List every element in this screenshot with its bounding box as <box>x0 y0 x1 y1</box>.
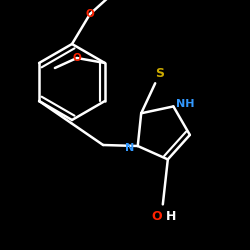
Text: O: O <box>72 53 81 63</box>
Text: H: H <box>166 210 176 223</box>
Text: N: N <box>125 143 134 153</box>
Text: O: O <box>152 210 162 223</box>
Text: S: S <box>155 67 164 80</box>
Text: O: O <box>86 9 94 19</box>
Text: NH: NH <box>176 100 195 110</box>
